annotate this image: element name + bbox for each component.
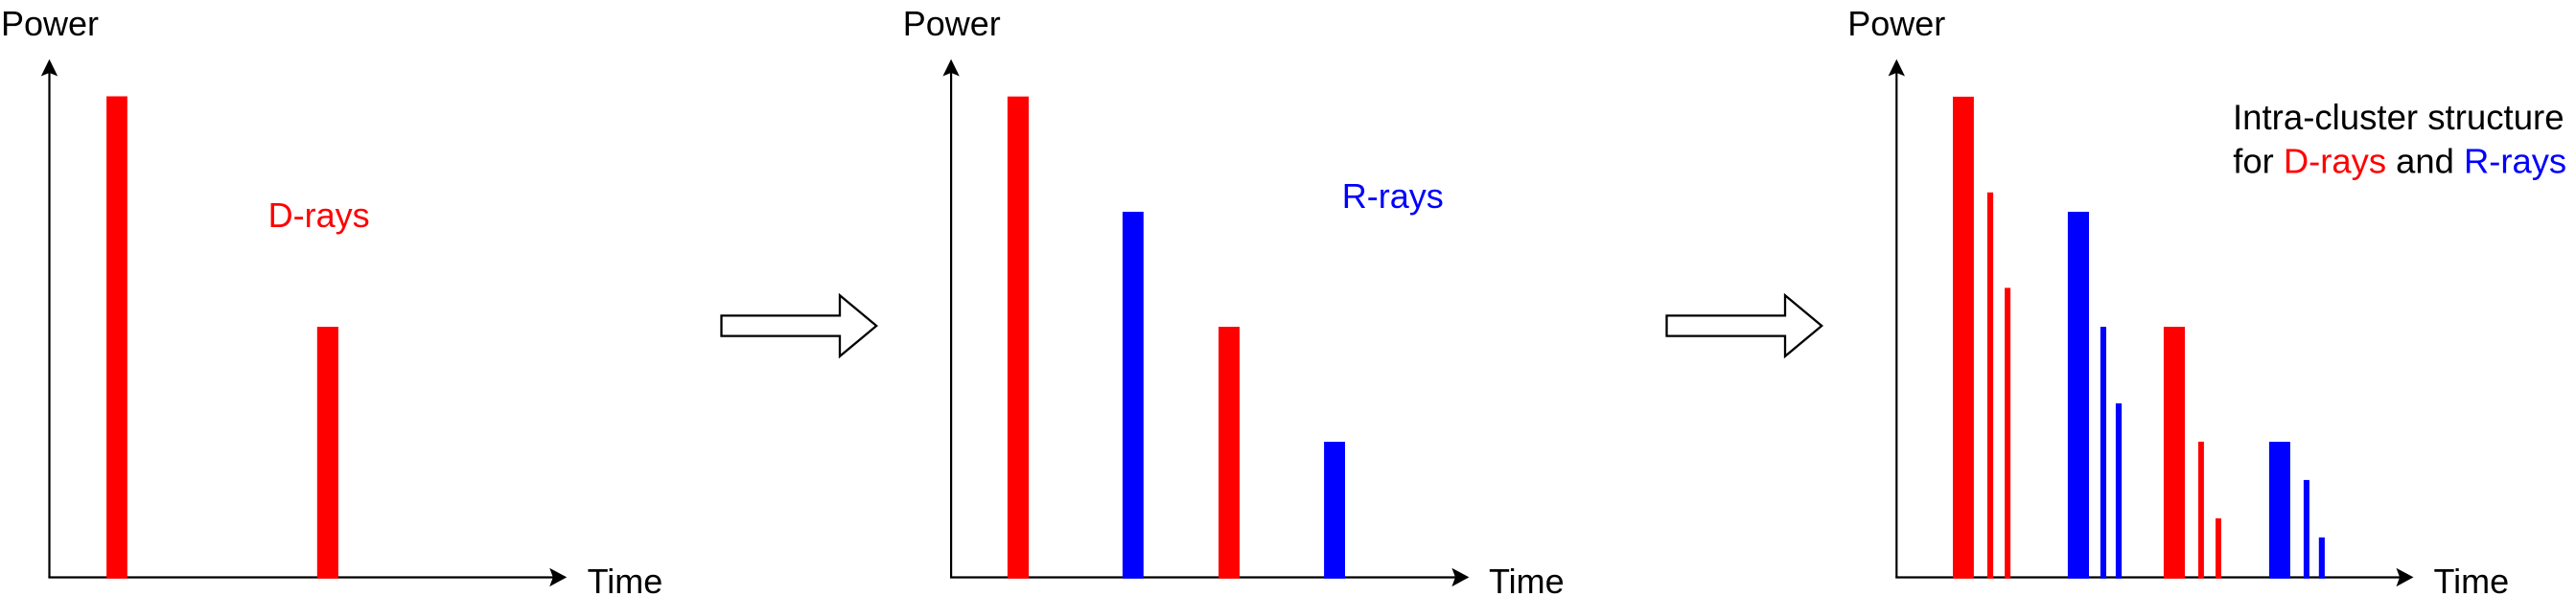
svg-text:Time: Time [2434, 562, 2510, 597]
svg-text:Intra-cluster structure: Intra-cluster structure [2233, 98, 2564, 137]
svg-text:Power: Power [1, 4, 99, 43]
svg-text:Time: Time [1489, 562, 1565, 597]
svg-text:Power: Power [903, 4, 1001, 43]
svg-text:for D-rays and R-rays: for D-rays and R-rays [2233, 142, 2566, 181]
svg-text:R-rays: R-rays [1342, 176, 1444, 216]
svg-text:Time: Time [588, 562, 663, 597]
svg-text:Power: Power [1847, 4, 1945, 43]
svg-text:D-rays: D-rays [268, 195, 370, 235]
